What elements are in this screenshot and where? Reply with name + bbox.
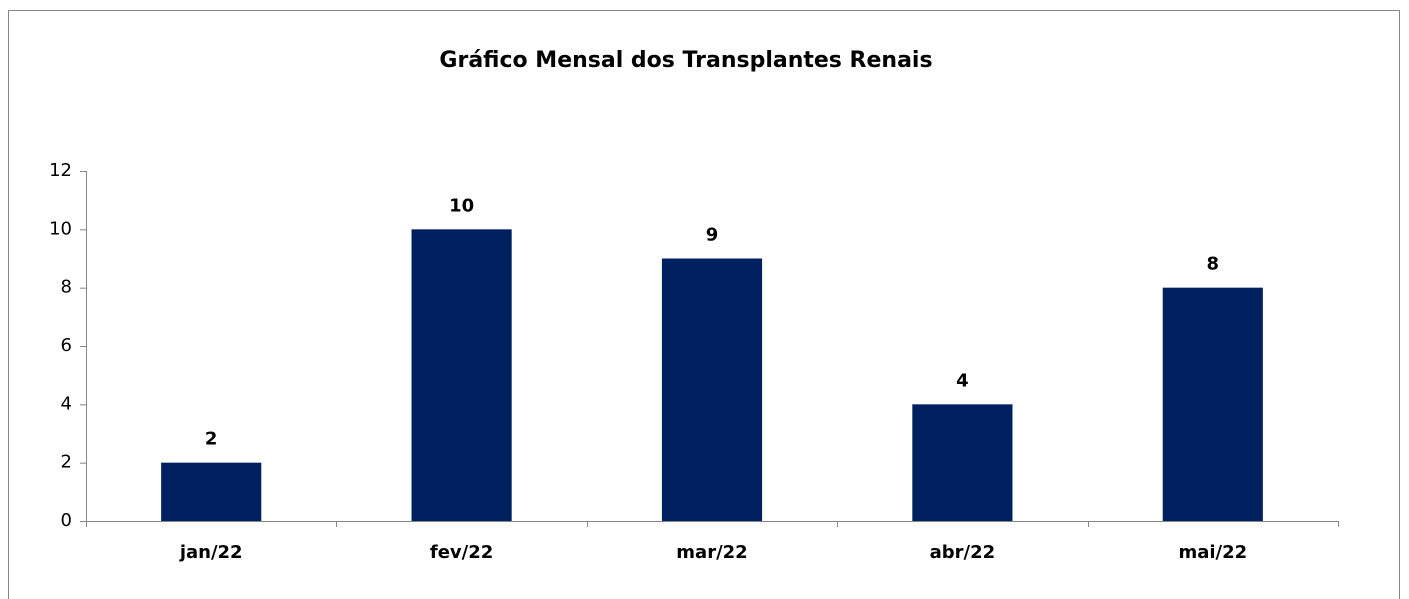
y-tick-label: 0 [61, 510, 72, 531]
bar [161, 462, 262, 521]
x-tick-label: mar/22 [676, 542, 747, 563]
x-tick-label: abr/22 [930, 542, 996, 563]
y-tick-label: 6 [61, 335, 72, 356]
x-tick-label: fev/22 [430, 542, 493, 563]
data-label: 4 [956, 370, 969, 391]
bar [1162, 287, 1263, 521]
data-label: 10 [449, 195, 474, 216]
y-tick-label: 10 [49, 218, 72, 239]
data-label: 2 [205, 429, 218, 450]
bar [661, 258, 763, 521]
y-tick-label: 2 [61, 452, 72, 473]
y-tick-label: 4 [61, 393, 72, 414]
data-label: 9 [706, 225, 719, 246]
y-tick-label: 12 [49, 160, 72, 181]
data-label: 8 [1207, 254, 1220, 275]
y-tick-label: 8 [61, 277, 72, 298]
bar [411, 229, 512, 522]
x-tick-label: mai/22 [1178, 542, 1247, 563]
bar [912, 404, 1013, 521]
x-tick-label: jan/22 [179, 542, 243, 563]
chart-title: Gráfico Mensal dos Transplantes Renais [439, 48, 932, 73]
